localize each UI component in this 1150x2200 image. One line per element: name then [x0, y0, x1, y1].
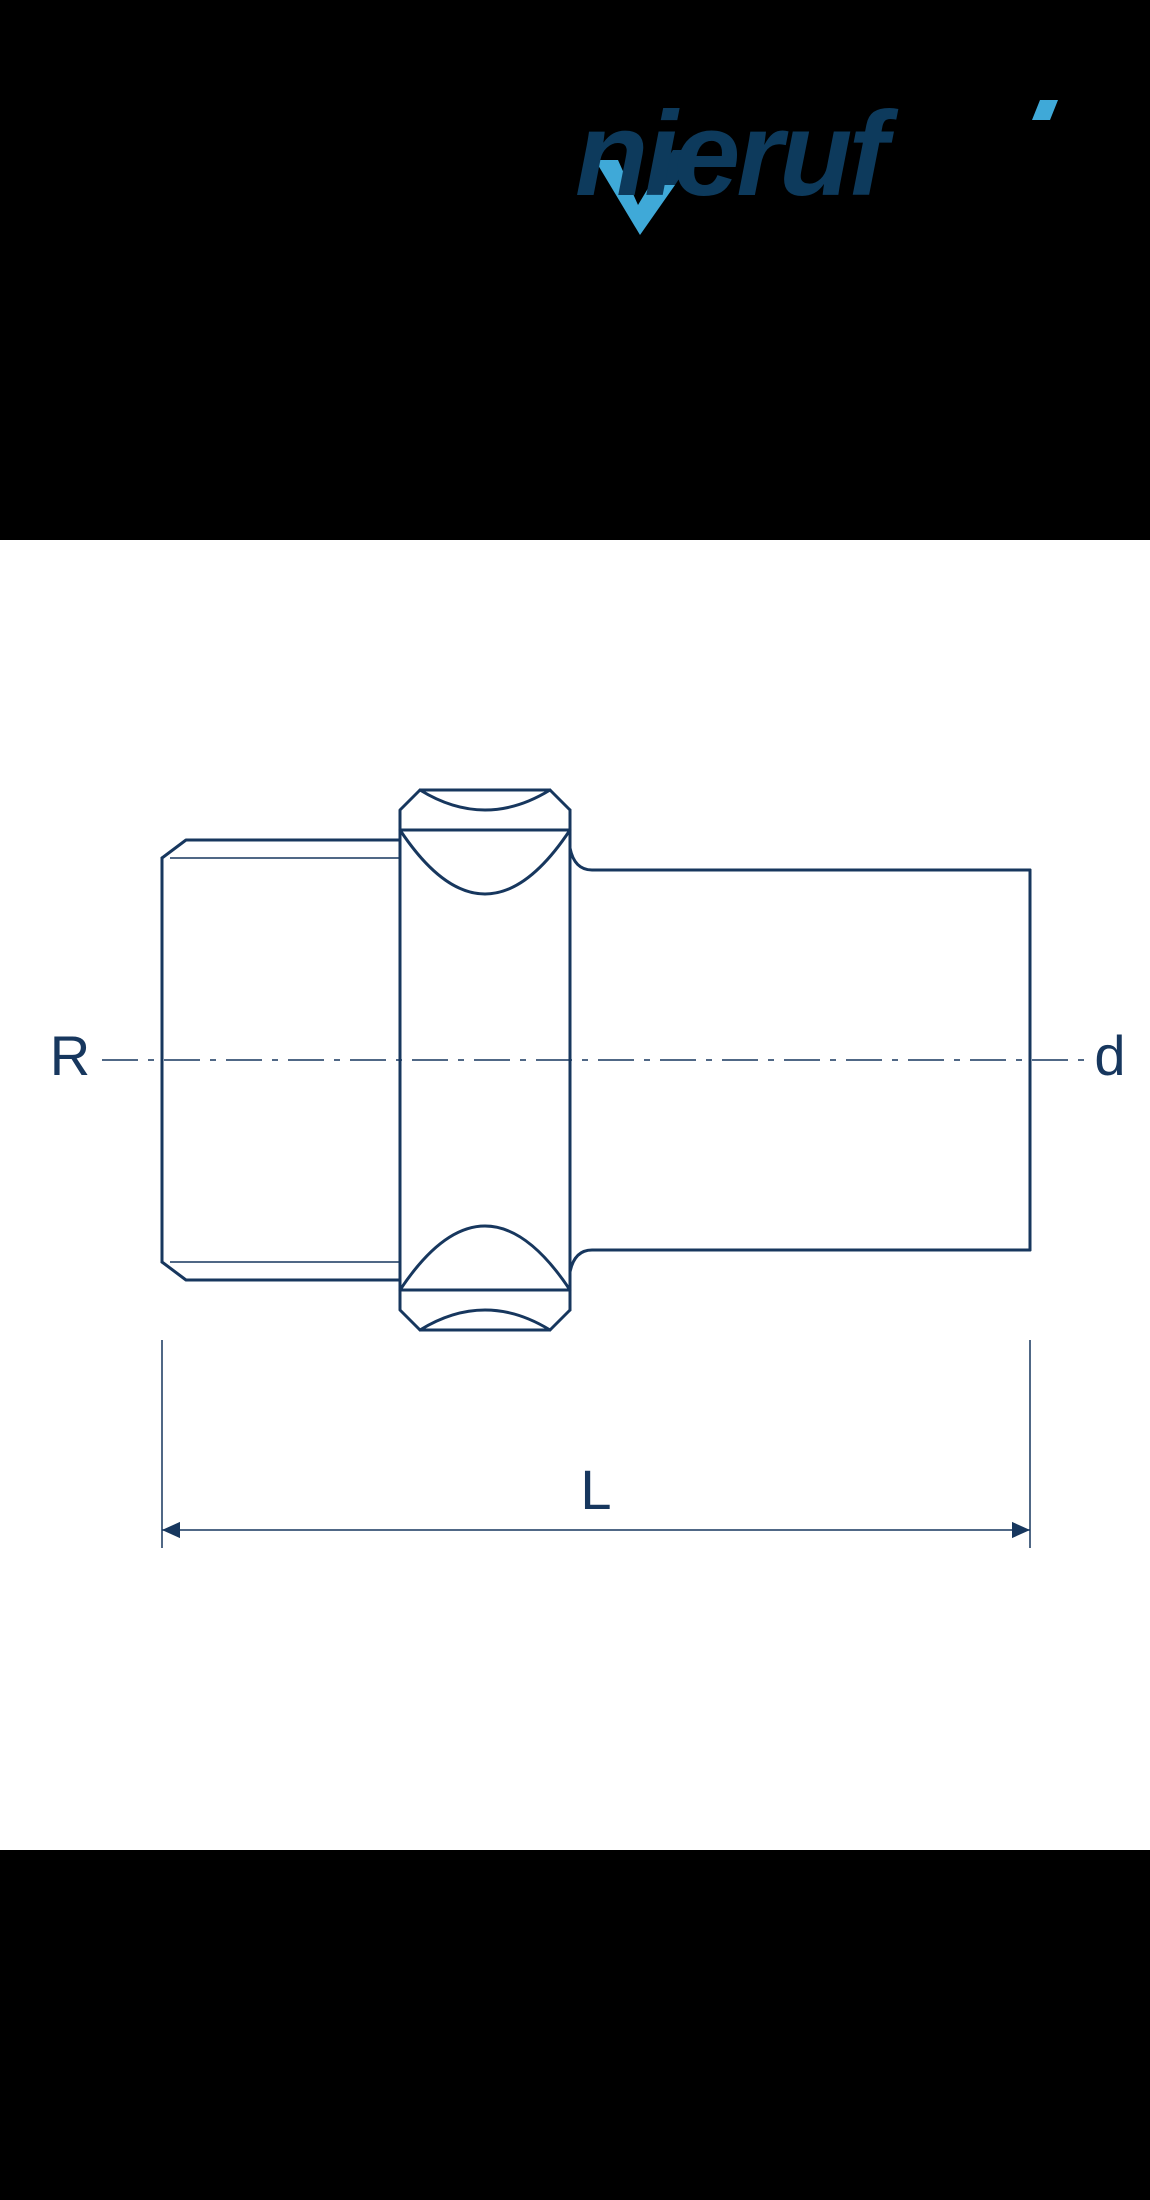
diagram-svg: Rd L — [0, 540, 1150, 1850]
brand-logo: nieruf — [530, 80, 1090, 280]
label-R: R — [50, 1024, 90, 1087]
logo-svg: nieruf — [530, 80, 1090, 280]
logo-accent-icon — [1032, 100, 1058, 120]
logo-text: nieruf — [575, 87, 898, 221]
label-L: L — [580, 1458, 611, 1521]
label-d: d — [1094, 1024, 1125, 1087]
technical-diagram: Rd L — [0, 540, 1150, 1850]
